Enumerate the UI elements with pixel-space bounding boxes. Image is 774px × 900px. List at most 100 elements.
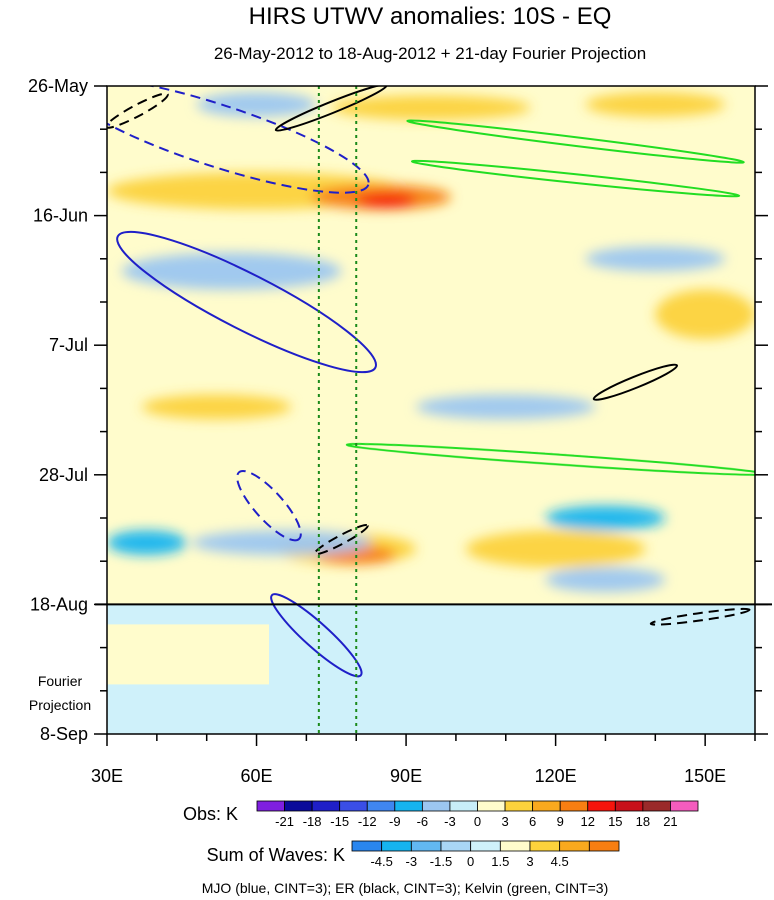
obs-colorbar: -21 -18 -15 -12 -9 -6 -3 0 3 6 9 12 15 18 21 [256,800,699,829]
mjo-contour-3 [270,593,363,678]
waves-level-0: -4.5 [370,854,392,869]
obs-level-11: 12 [581,814,595,829]
waves-swatch-8 [588,840,620,852]
obs-level-10: 9 [557,814,564,829]
waves-swatch-7 [559,840,590,852]
obs-level-9: 6 [529,814,536,829]
obs-level-14: 21 [663,814,677,829]
waves-level-3: 0 [467,854,474,869]
waves-swatch-0 [351,840,383,852]
y-axis: 26-May 16-Jun 7-Jul 28-Jul 18-Aug 8-Sep [28,76,768,744]
anomaly-blob-11 [121,252,342,290]
mjo-contour-2 [236,469,302,542]
anomaly-blob-17 [107,530,187,556]
er-contour-7 [313,524,369,556]
obs-swatch-13 [614,800,644,812]
er-contour-8 [649,607,751,626]
projection-label-line2: Projection [29,697,91,713]
y-tick-label-0: 26-May [28,76,88,96]
kelvin-contour-10 [410,159,741,198]
x-axis: 30E 60E 90E 120E 150E [91,734,756,786]
obs-swatch-15 [670,800,699,812]
obs-swatch-11 [559,800,589,812]
waves-level-4: 1.5 [491,854,509,869]
anomaly-blob-4 [585,92,726,117]
obs-swatch-3 [339,800,368,812]
anomaly-blob-15 [545,505,666,531]
waves-swatch-2 [410,840,442,852]
projection-warm-patch [107,624,269,685]
y-tick-label-2: 7-Jul [49,335,88,355]
waves-colorbar: -4.5 -3 -1.5 0 1.5 3 4.5 [351,840,620,869]
obs-level-1: -18 [303,814,322,829]
kelvin-contour-11 [345,442,755,476]
obs-level-12: 15 [608,814,622,829]
obs-swatch-12 [587,800,616,812]
obs-level-5: -6 [417,814,429,829]
reference-longitude-lines [317,86,358,734]
projection-label-line1: Fourier [38,673,83,689]
er-contour-6 [592,363,679,401]
obs-swatch-5 [394,800,423,812]
er-contour-4 [274,86,388,132]
x-tick-label-0: 30E [91,766,123,786]
x-tick-label-4: 150E [684,766,726,786]
waves-level-5: 3 [526,854,533,869]
waves-swatch-5 [499,840,531,852]
chart-footer: MJO (blue, CINT=3); ER (black, CINT=3); … [202,880,609,896]
waves-level-2: -1.5 [430,854,452,869]
plot-area [107,86,755,734]
waves-level-1: -3 [406,854,418,869]
anomaly-blob-16 [545,567,666,593]
obs-swatch-6 [421,800,451,812]
x-tick-label-2: 90E [390,766,422,786]
obs-level-8: 3 [501,814,508,829]
obs-swatch-14 [642,800,671,812]
background-bands [107,604,755,734]
anomaly-blob-10 [196,92,317,117]
waves-level-6: 4.5 [551,854,569,869]
x-tick-label-3: 120E [535,766,577,786]
plot-frame [106,85,756,735]
obs-level-13: 18 [636,814,650,829]
obs-swatch-10 [532,800,561,812]
chart-title: HIRS UTWV anomalies: 10S - EQ [249,3,612,30]
obs-level-6: -3 [444,814,456,829]
er-contour-5 [107,92,169,129]
waves-swatch-3 [440,840,472,852]
chart-subtitle: 26-May-2012 to 18-Aug-2012 + 21-day Four… [214,44,646,63]
obs-level-7: 0 [474,814,481,829]
mjo-contour-0 [107,86,370,194]
waves-swatch-6 [529,840,561,852]
obs-swatch-2 [311,800,341,812]
anomaly-blob-5 [141,394,292,420]
x-tick-label-1: 60E [241,766,273,786]
obs-level-3: -12 [358,814,377,829]
obs-level-0: -21 [275,814,294,829]
waves-colorbar-label: Sum of Waves: K [207,845,345,865]
y-tick-label-4: 18-Aug [30,594,88,614]
obs-swatch-7 [449,800,478,812]
obs-swatch-4 [366,800,396,812]
anomaly-blob-13 [416,394,596,420]
anomaly-blob-14 [585,246,726,272]
obs-swatch-9 [504,800,534,812]
y-tick-label-3: 28-Jul [39,465,88,485]
obs-colorbar-label: Obs: K [183,804,238,824]
obs-swatch-8 [477,800,506,812]
obs-level-4: -9 [389,814,401,829]
anomaly-blob-9 [655,289,755,340]
anomaly-field [107,92,755,593]
obs-swatch-0 [256,800,285,812]
mjo-contour-1 [116,230,377,374]
kelvin-contour-9 [406,119,745,164]
y-tick-label-1: 16-Jun [33,206,88,226]
anomaly-blob-3 [331,95,531,120]
anomaly-blob-2 [356,192,417,208]
obs-level-2: -15 [330,814,349,829]
anomaly-blob-8 [465,530,646,568]
waves-swatch-4 [470,840,501,852]
y-tick-label-5: 8-Sep [40,724,88,744]
anomaly-blob-12 [191,530,372,556]
